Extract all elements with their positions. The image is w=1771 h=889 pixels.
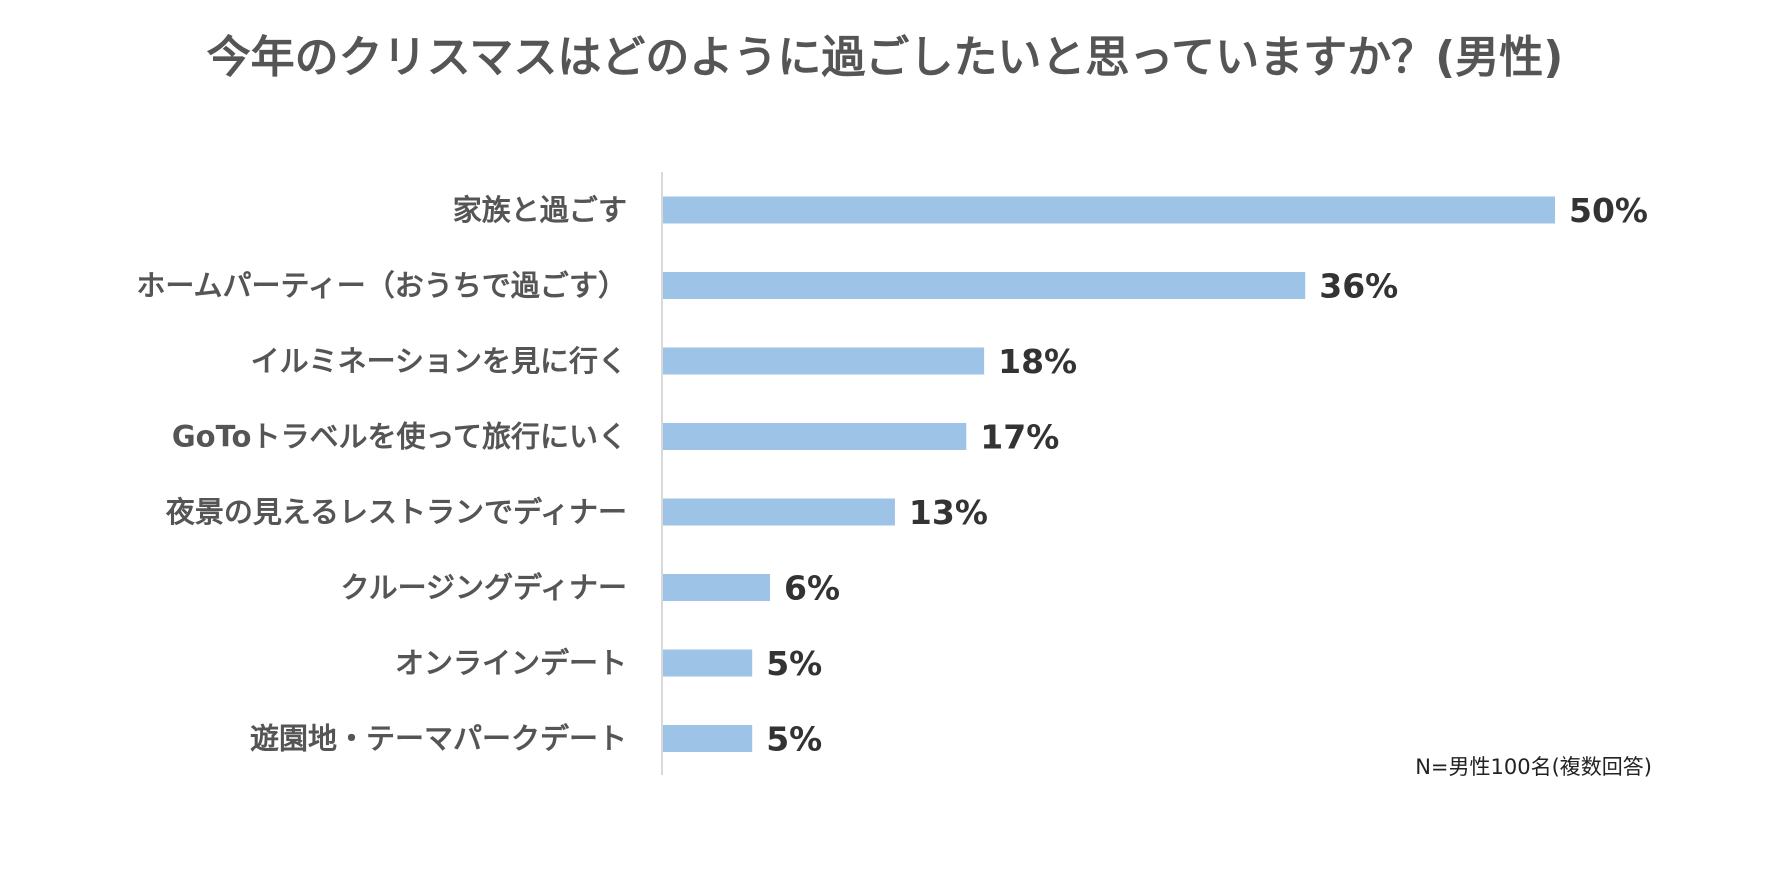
data-label: 5% xyxy=(766,644,822,683)
category-label: GoToトラベルを使って旅行にいく xyxy=(172,420,627,454)
bar xyxy=(663,347,985,375)
category-label: 家族と過ごす xyxy=(453,193,627,227)
data-label: 36% xyxy=(1319,267,1398,306)
category-label: イルミネーションを見に行く xyxy=(251,344,627,378)
bar xyxy=(663,423,967,450)
bar xyxy=(663,725,753,752)
bar xyxy=(663,272,1306,299)
bar xyxy=(663,196,1555,224)
category-label: ホームパーティー（おうちで過ごす） xyxy=(136,269,627,303)
data-label: 18% xyxy=(998,342,1077,381)
data-label: 17% xyxy=(980,418,1059,457)
chart-title: 今年のクリスマスはどのように過ごしたいと思っていますか？(男性) xyxy=(207,32,1564,83)
data-label: 5% xyxy=(766,720,822,759)
bar xyxy=(663,498,895,526)
bar xyxy=(663,649,753,677)
data-label: 6% xyxy=(784,569,840,608)
category-label: クルージングディナー xyxy=(340,571,627,605)
bars-group: 家族と過ごす 50% ホームパーティー（おうちで過ごす） 36% イルミネーションを見に… xyxy=(136,191,1648,759)
data-label: 50% xyxy=(1569,191,1648,230)
sample-size-note: N=男性100名(複数回答) xyxy=(1415,755,1652,779)
data-label: 13% xyxy=(909,493,988,532)
category-label: 夜景の見えるレストランでディナー xyxy=(165,495,627,529)
bar xyxy=(663,574,771,601)
category-label: 遊園地・テーマパークデート xyxy=(250,722,627,756)
category-label: オンラインデート xyxy=(395,646,627,680)
